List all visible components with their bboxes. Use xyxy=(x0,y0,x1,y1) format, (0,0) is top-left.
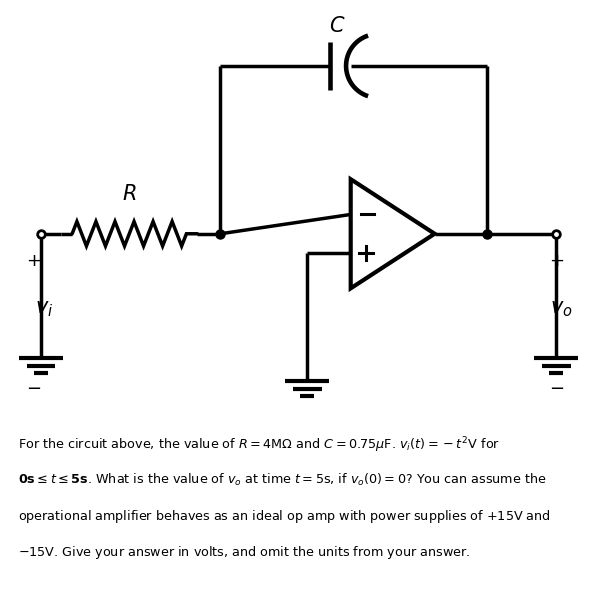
Text: $v_o$: $v_o$ xyxy=(551,299,573,319)
Text: $R$: $R$ xyxy=(122,184,136,204)
Text: $\mathbf{0s} \leq t \leq \mathbf{5s}$. What is the value of $v_o$ at time $t = 5: $\mathbf{0s} \leq t \leq \mathbf{5s}$. W… xyxy=(18,472,547,488)
Text: $-15\mathrm{V}$. Give your answer in volts, and omit the units from your answer.: $-15\mathrm{V}$. Give your answer in vol… xyxy=(18,544,470,561)
Text: $-$: $-$ xyxy=(27,379,42,396)
Text: $-$: $-$ xyxy=(549,379,564,396)
Text: $v_i$: $v_i$ xyxy=(35,299,54,319)
Text: $+$: $+$ xyxy=(27,252,42,270)
Text: $+$: $+$ xyxy=(549,252,564,270)
Text: $C$: $C$ xyxy=(329,16,346,36)
Text: operational amplifier behaves as an ideal op amp with power supplies of $+15\mat: operational amplifier behaves as an idea… xyxy=(18,508,551,525)
Text: For the circuit above, the value of $R = 4\mathrm{M}\Omega$ and $C = 0.75\mu\mat: For the circuit above, the value of $R =… xyxy=(18,436,500,455)
